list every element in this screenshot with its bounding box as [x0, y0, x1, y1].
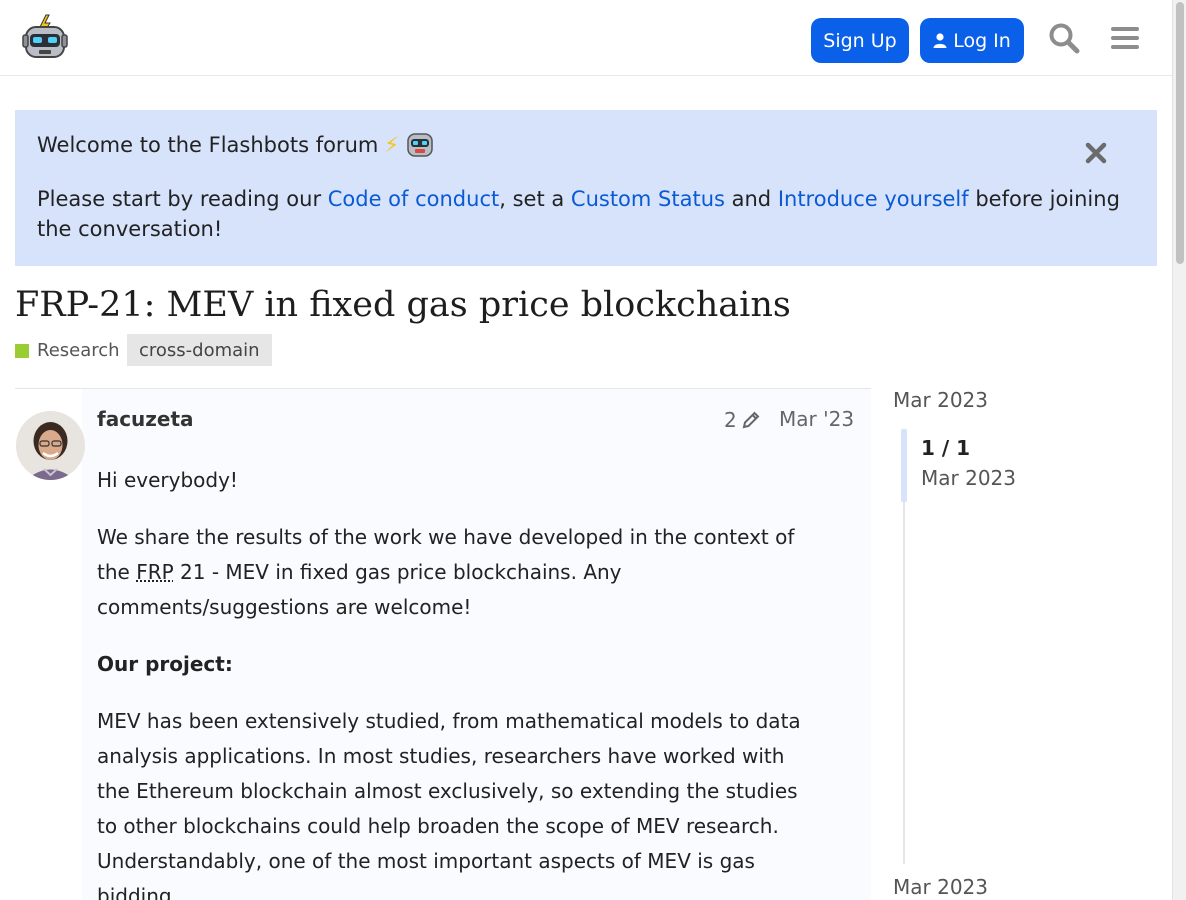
search-icon[interactable]: [1046, 20, 1082, 56]
log-in-label: Log In: [953, 29, 1011, 52]
post-paragraph: We share the results of the work we have…: [97, 520, 817, 625]
tag-cross-domain[interactable]: cross-domain: [127, 334, 272, 366]
pencil-icon: [742, 411, 760, 429]
code-of-conduct-link[interactable]: Code of conduct: [327, 187, 500, 211]
post-text: 21 - MEV in fixed gas price blockchains.…: [97, 560, 622, 619]
post-paragraph: MEV has been extensively studied, from m…: [97, 709, 801, 900]
category-label: Research: [37, 340, 120, 361]
post-date[interactable]: Mar '23: [779, 407, 855, 431]
frp-abbreviation[interactable]: FRP: [136, 560, 174, 584]
banner-text: before joining the conversation!: [37, 187, 1120, 241]
timeline-start-date[interactable]: Mar 2023: [893, 388, 988, 412]
post-divider: [15, 388, 871, 389]
banner-text: , set a: [499, 187, 571, 211]
custom-status-link[interactable]: Custom Status: [570, 187, 725, 211]
post-greeting: Hi everybody!: [97, 468, 238, 492]
hamburger-menu-icon[interactable]: [1107, 20, 1143, 56]
timeline-track[interactable]: [903, 429, 905, 864]
lightning-emoji: ⚡: [384, 133, 400, 157]
post-body: Hi everybody! We share the results of th…: [97, 463, 817, 900]
post-username[interactable]: facuzeta: [97, 407, 194, 431]
close-icon[interactable]: [1085, 142, 1107, 164]
banner-title: Welcome to the Flashbots forum: [37, 133, 379, 157]
sign-up-button[interactable]: Sign Up: [811, 18, 909, 63]
edit-history-button[interactable]: 2: [724, 408, 761, 432]
page-title[interactable]: FRP-21: MEV in fixed gas price blockchai…: [15, 285, 791, 325]
post-heading-text: Our project:: [97, 652, 233, 676]
timeline-post-count: 1 / 1: [921, 436, 971, 460]
timeline-current-date: Mar 2023: [921, 466, 1016, 490]
welcome-banner: Welcome to the Flashbots forum ⚡ Please …: [15, 110, 1157, 266]
site-header: Sign Up Log In: [0, 0, 1172, 76]
timeline-handle[interactable]: [901, 429, 907, 502]
edit-count: 2: [724, 408, 737, 432]
robot-emoji-icon: [407, 133, 433, 157]
log-in-button[interactable]: Log In: [920, 18, 1024, 63]
introduce-yourself-link[interactable]: Introduce yourself: [777, 187, 969, 211]
scrollbar-thumb[interactable]: [1176, 2, 1184, 264]
post-heading: Our project:: [97, 647, 817, 682]
user-icon: [933, 33, 947, 48]
category-color-swatch: [15, 343, 29, 358]
page-scrollbar[interactable]: [1172, 0, 1186, 900]
timeline-end-date[interactable]: Mar 2023: [893, 875, 988, 899]
post-container: [82, 389, 871, 900]
avatar[interactable]: [16, 411, 85, 480]
banner-text: and: [724, 187, 778, 211]
banner-title-row: Welcome to the Flashbots forum ⚡: [37, 130, 435, 160]
post-text: We share the results of the work we have…: [97, 525, 795, 584]
flashbots-robot-logo[interactable]: [22, 13, 68, 61]
category-badge[interactable]: Research: [15, 340, 120, 361]
banner-body: Please start by reading our Code of cond…: [37, 184, 1127, 244]
banner-text: Please start by reading our: [37, 187, 328, 211]
